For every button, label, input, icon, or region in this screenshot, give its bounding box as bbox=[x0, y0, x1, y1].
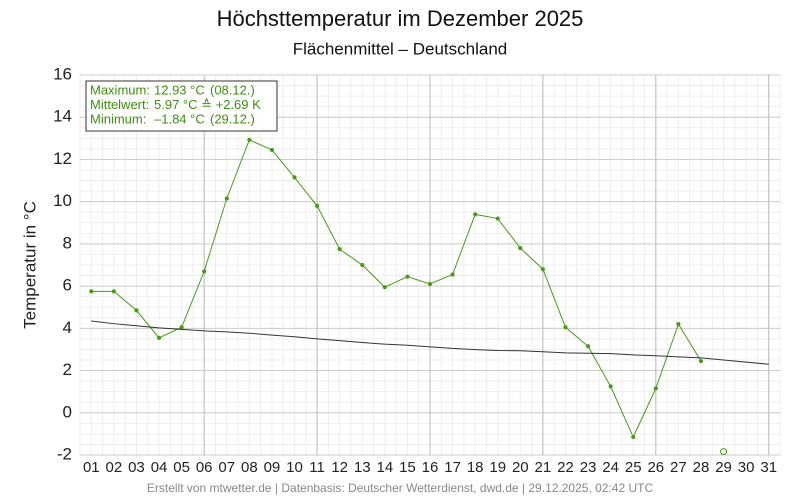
y-tick-label: 14 bbox=[53, 107, 72, 126]
x-tick-label: 18 bbox=[467, 459, 484, 476]
x-tick-label: 03 bbox=[128, 459, 145, 476]
x-tick-label: 31 bbox=[760, 459, 777, 476]
x-tick-label: 19 bbox=[489, 459, 506, 476]
x-tick-label: 09 bbox=[264, 459, 281, 476]
data-point bbox=[698, 358, 704, 364]
x-tick-label: 24 bbox=[602, 459, 619, 476]
data-point bbox=[314, 203, 320, 208]
data-point bbox=[337, 247, 342, 252]
data-line bbox=[91, 320, 769, 365]
data-point bbox=[360, 262, 365, 268]
data-point bbox=[202, 269, 207, 274]
data-point bbox=[676, 322, 681, 327]
x-tick-label: 27 bbox=[670, 459, 687, 476]
data-point bbox=[631, 434, 636, 440]
y-tick-label: 16 bbox=[53, 64, 72, 83]
x-tick-label: 04 bbox=[151, 459, 168, 476]
data-point bbox=[653, 386, 658, 391]
x-tick-label: 15 bbox=[399, 459, 416, 476]
data-point bbox=[89, 289, 94, 294]
y-tick-label: 6 bbox=[63, 276, 72, 295]
data-point bbox=[518, 246, 523, 251]
y-tick-label: 12 bbox=[53, 149, 72, 168]
x-tick-label: 06 bbox=[196, 459, 213, 476]
x-tick-label: 02 bbox=[106, 459, 123, 476]
x-tick-label: 26 bbox=[647, 459, 664, 476]
x-tick-label: 30 bbox=[738, 459, 755, 476]
chart-title: Höchsttemperatur im Dezember 2025 bbox=[217, 6, 584, 31]
x-tick-label: 23 bbox=[580, 459, 597, 476]
data-point bbox=[156, 335, 162, 340]
x-tick-label: 14 bbox=[376, 459, 393, 476]
x-tick-label: 16 bbox=[422, 459, 439, 476]
data-point bbox=[563, 325, 568, 330]
x-tick-label: 10 bbox=[286, 459, 303, 476]
data-point bbox=[382, 285, 387, 290]
x-tick-label: 17 bbox=[444, 459, 461, 476]
data-line bbox=[91, 139, 702, 439]
y-tick-label: 8 bbox=[63, 233, 72, 252]
data-point bbox=[247, 137, 252, 142]
info-text: 5.97 °C ≙ +2.69 K bbox=[154, 97, 261, 112]
data-point bbox=[450, 272, 455, 277]
x-tick-label: 22 bbox=[557, 459, 574, 476]
x-tick-label: 13 bbox=[354, 459, 371, 476]
footer: Erstellt von mtwetter.de | Datenbasis: D… bbox=[147, 481, 654, 495]
x-tick-label: 28 bbox=[693, 459, 710, 476]
data-point bbox=[405, 274, 410, 279]
y-tick-label: -2 bbox=[57, 444, 72, 463]
x-tick-label: 08 bbox=[241, 459, 258, 476]
info-text: –1.84 °C bbox=[154, 111, 205, 126]
x-tick-label: 20 bbox=[512, 459, 529, 476]
y-tick-label: 0 bbox=[63, 402, 72, 421]
info-box bbox=[85, 80, 278, 132]
info-text: (08.12.) bbox=[210, 82, 255, 97]
y-tick-label: 4 bbox=[63, 318, 72, 337]
data-point bbox=[111, 289, 116, 294]
y-tick-label: 2 bbox=[63, 360, 72, 379]
data-point bbox=[179, 325, 184, 330]
data-point bbox=[473, 212, 478, 217]
x-tick-label: 21 bbox=[535, 459, 552, 476]
data-point bbox=[495, 216, 500, 221]
info-text: (29.12.) bbox=[210, 111, 255, 126]
y-axis-label: Temperatur in °C bbox=[20, 201, 39, 329]
data-point bbox=[585, 344, 591, 349]
x-tick-label: 05 bbox=[173, 459, 190, 476]
info-text: Mittelwert: bbox=[90, 97, 149, 112]
data-point bbox=[292, 175, 297, 180]
x-tick-label: 01 bbox=[83, 459, 100, 476]
x-tick-label: 12 bbox=[331, 459, 348, 476]
data-point bbox=[224, 196, 229, 201]
data-point bbox=[427, 281, 433, 287]
chart-subtitle: Flächenmittel – Deutschland bbox=[293, 39, 508, 58]
data-point bbox=[720, 448, 728, 456]
data-point bbox=[134, 308, 139, 313]
info-text: 12.93 °C bbox=[154, 82, 205, 97]
x-tick-label: 29 bbox=[715, 459, 732, 476]
data-point bbox=[608, 384, 613, 389]
y-tick-label: 10 bbox=[53, 191, 72, 210]
x-tick-label: 11 bbox=[309, 459, 325, 476]
data-point bbox=[269, 147, 275, 153]
x-tick-label: 25 bbox=[625, 459, 642, 476]
data-point bbox=[540, 267, 546, 272]
info-text: Minimum: bbox=[90, 111, 146, 126]
x-tick-label: 07 bbox=[218, 459, 235, 476]
info-text: Maximum: bbox=[90, 82, 150, 97]
